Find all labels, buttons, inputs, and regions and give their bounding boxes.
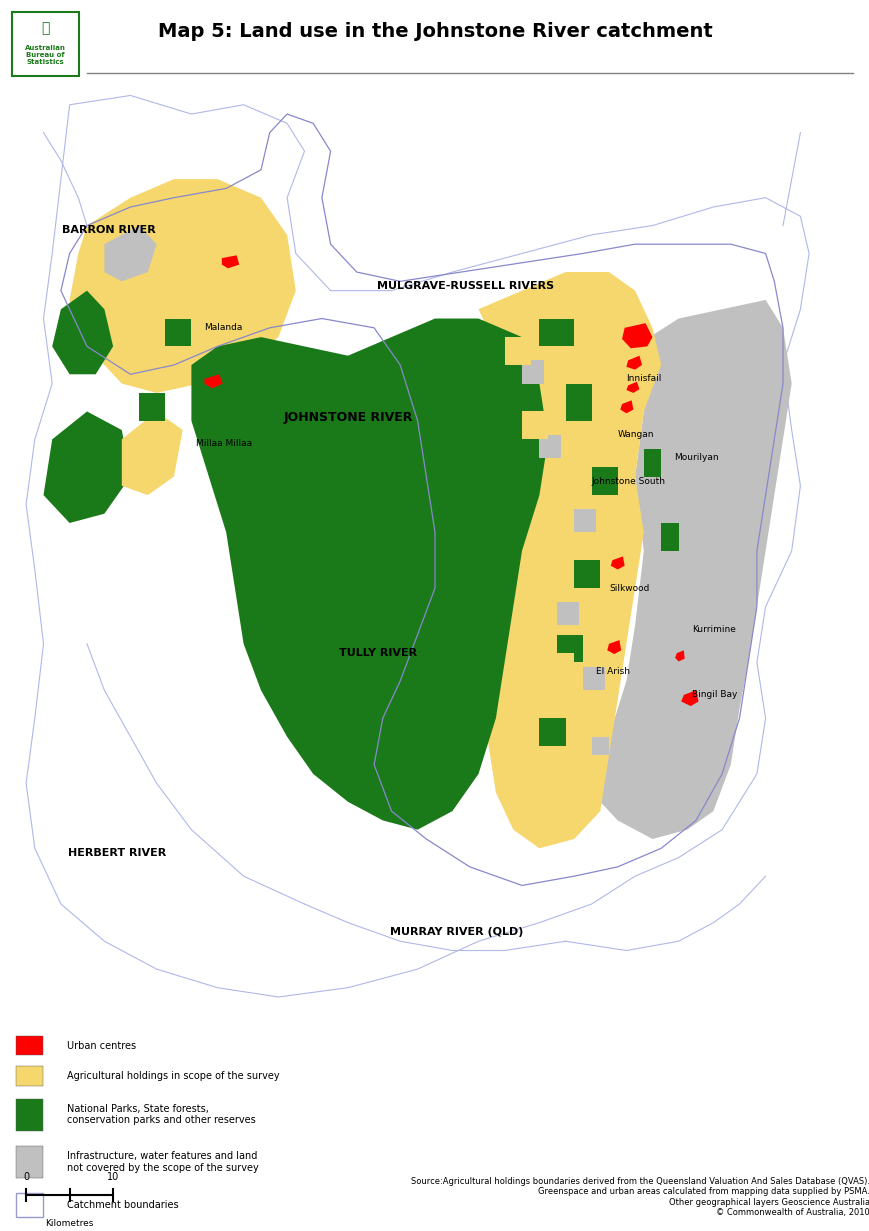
Text: Wangan: Wangan — [617, 430, 653, 439]
Text: Kurrimine: Kurrimine — [691, 625, 734, 634]
Polygon shape — [643, 448, 660, 476]
Polygon shape — [607, 640, 620, 654]
Bar — [16, 1037, 43, 1055]
Polygon shape — [539, 319, 574, 346]
Text: Source:Agricultural holdings boundaries derived from the Queensland Valuation An: Source:Agricultural holdings boundaries … — [410, 1177, 869, 1217]
Polygon shape — [122, 411, 182, 495]
Polygon shape — [574, 560, 600, 588]
Text: Silkwood: Silkwood — [608, 583, 648, 592]
Text: 0: 0 — [23, 1172, 30, 1182]
Polygon shape — [521, 361, 543, 384]
Polygon shape — [687, 486, 717, 532]
Polygon shape — [610, 556, 624, 570]
Text: Johnstone South: Johnstone South — [591, 476, 665, 486]
Polygon shape — [591, 468, 617, 495]
Polygon shape — [52, 291, 113, 374]
Polygon shape — [26, 96, 808, 997]
Text: 10: 10 — [107, 1172, 119, 1182]
Text: Map 5: Land use in the Johnstone River catchment: Map 5: Land use in the Johnstone River c… — [157, 22, 712, 41]
Text: 🌿: 🌿 — [42, 22, 50, 36]
Bar — [16, 1146, 43, 1178]
Text: Infrastructure, water features and land
not covered by the scope of the survey: Infrastructure, water features and land … — [66, 1151, 258, 1173]
Polygon shape — [582, 667, 604, 691]
Polygon shape — [530, 579, 556, 607]
Polygon shape — [574, 510, 595, 532]
Polygon shape — [547, 486, 574, 513]
Text: National Parks, State forests,
conservation parks and other reserves: National Parks, State forests, conservat… — [66, 1104, 255, 1125]
Bar — [16, 1193, 43, 1217]
Polygon shape — [539, 718, 565, 746]
Text: Urban centres: Urban centres — [66, 1040, 136, 1051]
Polygon shape — [695, 570, 721, 607]
Polygon shape — [591, 736, 608, 756]
Text: Malanda: Malanda — [204, 324, 242, 332]
Polygon shape — [674, 650, 684, 661]
Text: MULGRAVE-RUSSELL RIVERS: MULGRAVE-RUSSELL RIVERS — [376, 281, 554, 291]
Text: Bingil Bay: Bingil Bay — [691, 691, 736, 699]
Text: Kilometres: Kilometres — [45, 1219, 94, 1227]
Polygon shape — [620, 400, 633, 414]
Polygon shape — [530, 746, 556, 774]
Polygon shape — [222, 255, 239, 268]
Polygon shape — [539, 435, 561, 458]
Polygon shape — [165, 319, 191, 346]
Polygon shape — [626, 382, 639, 393]
FancyBboxPatch shape — [12, 12, 79, 76]
Text: El Arish: El Arish — [595, 667, 629, 676]
Polygon shape — [626, 356, 641, 369]
Polygon shape — [591, 300, 791, 840]
Text: Millaa Millaa: Millaa Millaa — [196, 439, 252, 448]
Polygon shape — [478, 272, 660, 848]
Polygon shape — [660, 523, 678, 551]
Text: BARRON RIVER: BARRON RIVER — [62, 225, 156, 235]
Text: JOHNSTONE RIVER: JOHNSTONE RIVER — [283, 411, 412, 425]
Text: Mourilyan: Mourilyan — [673, 453, 718, 463]
Polygon shape — [556, 634, 582, 662]
Bar — [16, 1066, 43, 1086]
Text: MURRAY RIVER (QLD): MURRAY RIVER (QLD) — [389, 927, 523, 937]
Polygon shape — [621, 324, 652, 348]
Text: Australian
Bureau of
Statistics: Australian Bureau of Statistics — [25, 46, 66, 65]
Text: TULLY RIVER: TULLY RIVER — [339, 648, 417, 659]
Polygon shape — [139, 393, 165, 421]
Text: Catchment boundaries: Catchment boundaries — [66, 1200, 178, 1210]
Polygon shape — [556, 602, 578, 625]
Polygon shape — [70, 180, 295, 393]
Polygon shape — [680, 691, 698, 707]
Polygon shape — [43, 411, 130, 523]
Polygon shape — [565, 384, 591, 421]
Polygon shape — [191, 319, 547, 830]
Polygon shape — [669, 421, 704, 458]
Polygon shape — [504, 337, 530, 366]
Polygon shape — [204, 374, 222, 388]
Polygon shape — [678, 654, 704, 691]
Polygon shape — [547, 654, 574, 681]
Bar — [16, 1098, 43, 1131]
Polygon shape — [521, 411, 547, 439]
Polygon shape — [104, 225, 156, 282]
Text: HERBERT RIVER: HERBERT RIVER — [69, 848, 166, 858]
Text: Agricultural holdings in scope of the survey: Agricultural holdings in scope of the su… — [66, 1071, 279, 1081]
Text: Innisfail: Innisfail — [626, 374, 661, 383]
